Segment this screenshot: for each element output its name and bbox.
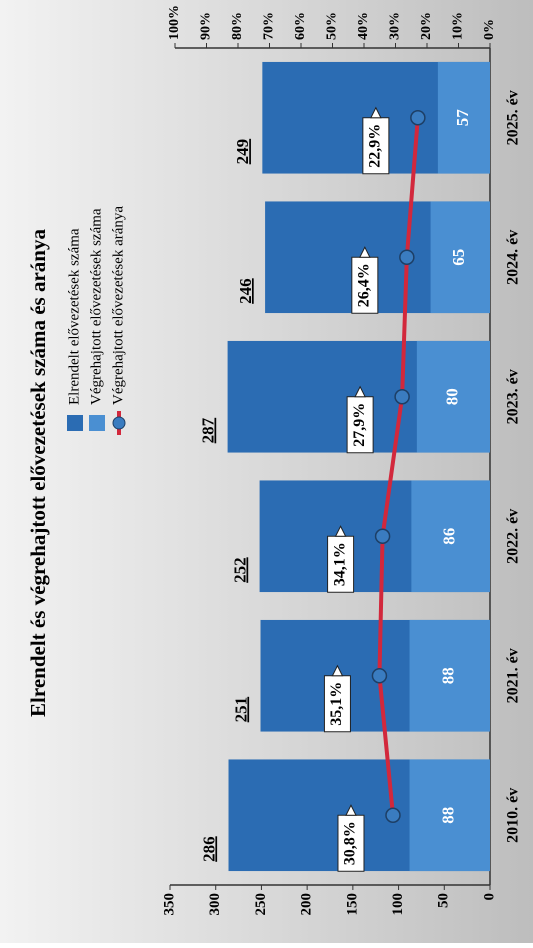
ratio-label-arrow bbox=[331, 664, 344, 677]
ratio-marker bbox=[385, 807, 401, 823]
chart-title: Elrendelt és végrehajtott elővezetések s… bbox=[26, 229, 50, 717]
ratio-label: 34,1% bbox=[331, 542, 348, 586]
x-tick-label: 2021. év bbox=[505, 648, 522, 703]
bar-value-label: 88 bbox=[439, 667, 458, 684]
bar-value-label: 88 bbox=[439, 807, 458, 824]
total-label: 286 bbox=[199, 836, 218, 862]
y-tick-label: 250 bbox=[253, 893, 269, 916]
y-tick-label: 50 bbox=[436, 893, 452, 908]
ratio-label-arrow bbox=[359, 246, 371, 258]
legend-marker bbox=[112, 416, 126, 430]
x-tick-label: 2022. év bbox=[505, 509, 522, 564]
ratio-label: 27,9% bbox=[351, 403, 368, 447]
x-tick-label: 2023. év bbox=[505, 369, 522, 424]
y2-tick-label: 100% bbox=[167, 5, 182, 40]
y-tick-label: 150 bbox=[344, 893, 360, 916]
bar-value-label: 65 bbox=[449, 249, 468, 266]
bar bbox=[437, 61, 490, 174]
y2-tick-label: 70% bbox=[262, 12, 277, 40]
ratio-marker bbox=[371, 668, 388, 684]
ratio-label: 30,8% bbox=[342, 821, 359, 865]
ratio-marker bbox=[399, 249, 415, 265]
ratio-line bbox=[377, 117, 420, 816]
total-label: 287 bbox=[199, 417, 218, 443]
ratio-label: 35,1% bbox=[328, 682, 345, 726]
y2-tick-label: 90% bbox=[199, 12, 214, 40]
total-label: 249 bbox=[233, 139, 252, 165]
x-tick-label: 2010. év bbox=[505, 788, 522, 843]
y2-tick-label: 40% bbox=[356, 12, 371, 40]
y2-tick-label: 10% bbox=[451, 12, 466, 40]
ratio-marker bbox=[410, 110, 426, 126]
bar bbox=[409, 619, 490, 732]
ratio-label-arrow bbox=[354, 385, 366, 398]
legend-swatch bbox=[89, 415, 105, 431]
bar-value-label: 57 bbox=[453, 109, 472, 127]
y-tick-label: 350 bbox=[161, 893, 177, 916]
bar-value-label: 80 bbox=[442, 388, 461, 405]
bar bbox=[409, 759, 490, 872]
y2-tick-label: 80% bbox=[230, 12, 245, 40]
y-tick-label: 100 bbox=[390, 893, 406, 916]
ratio-label-arrow bbox=[345, 804, 357, 816]
y2-tick-label: 20% bbox=[419, 12, 434, 40]
y2-tick-label: 0% bbox=[482, 19, 497, 40]
y-tick-label: 300 bbox=[207, 893, 223, 916]
ratio-label: 22,9% bbox=[367, 124, 384, 168]
total-label: 246 bbox=[236, 278, 255, 304]
y-tick-label: 0 bbox=[481, 893, 497, 901]
legend-label: Elrendelt elővezetések száma bbox=[66, 228, 82, 405]
x-tick-label: 2025. év bbox=[505, 90, 522, 145]
ratio-label: 26,4% bbox=[356, 263, 373, 307]
bar bbox=[430, 201, 491, 314]
y2-tick-label: 30% bbox=[388, 12, 403, 40]
bar bbox=[411, 480, 490, 593]
bar-value-label: 86 bbox=[440, 528, 459, 545]
ratio-marker bbox=[374, 528, 391, 544]
bar bbox=[416, 340, 491, 453]
y2-tick-label: 60% bbox=[293, 12, 308, 40]
legend-label: Végrehajtott elővezetések száma bbox=[88, 208, 104, 405]
y2-tick-label: 50% bbox=[325, 12, 340, 40]
ratio-marker bbox=[394, 389, 410, 405]
ratio-label-arrow bbox=[334, 525, 347, 537]
total-label: 252 bbox=[231, 557, 250, 583]
ratio-label-arrow bbox=[370, 106, 382, 119]
legend-swatch bbox=[67, 415, 83, 431]
y-tick-label: 200 bbox=[299, 893, 315, 916]
legend-label: Végrehajtott elővezetések aránya bbox=[110, 206, 126, 405]
x-tick-label: 2024. év bbox=[505, 230, 522, 285]
total-label: 251 bbox=[231, 697, 250, 723]
